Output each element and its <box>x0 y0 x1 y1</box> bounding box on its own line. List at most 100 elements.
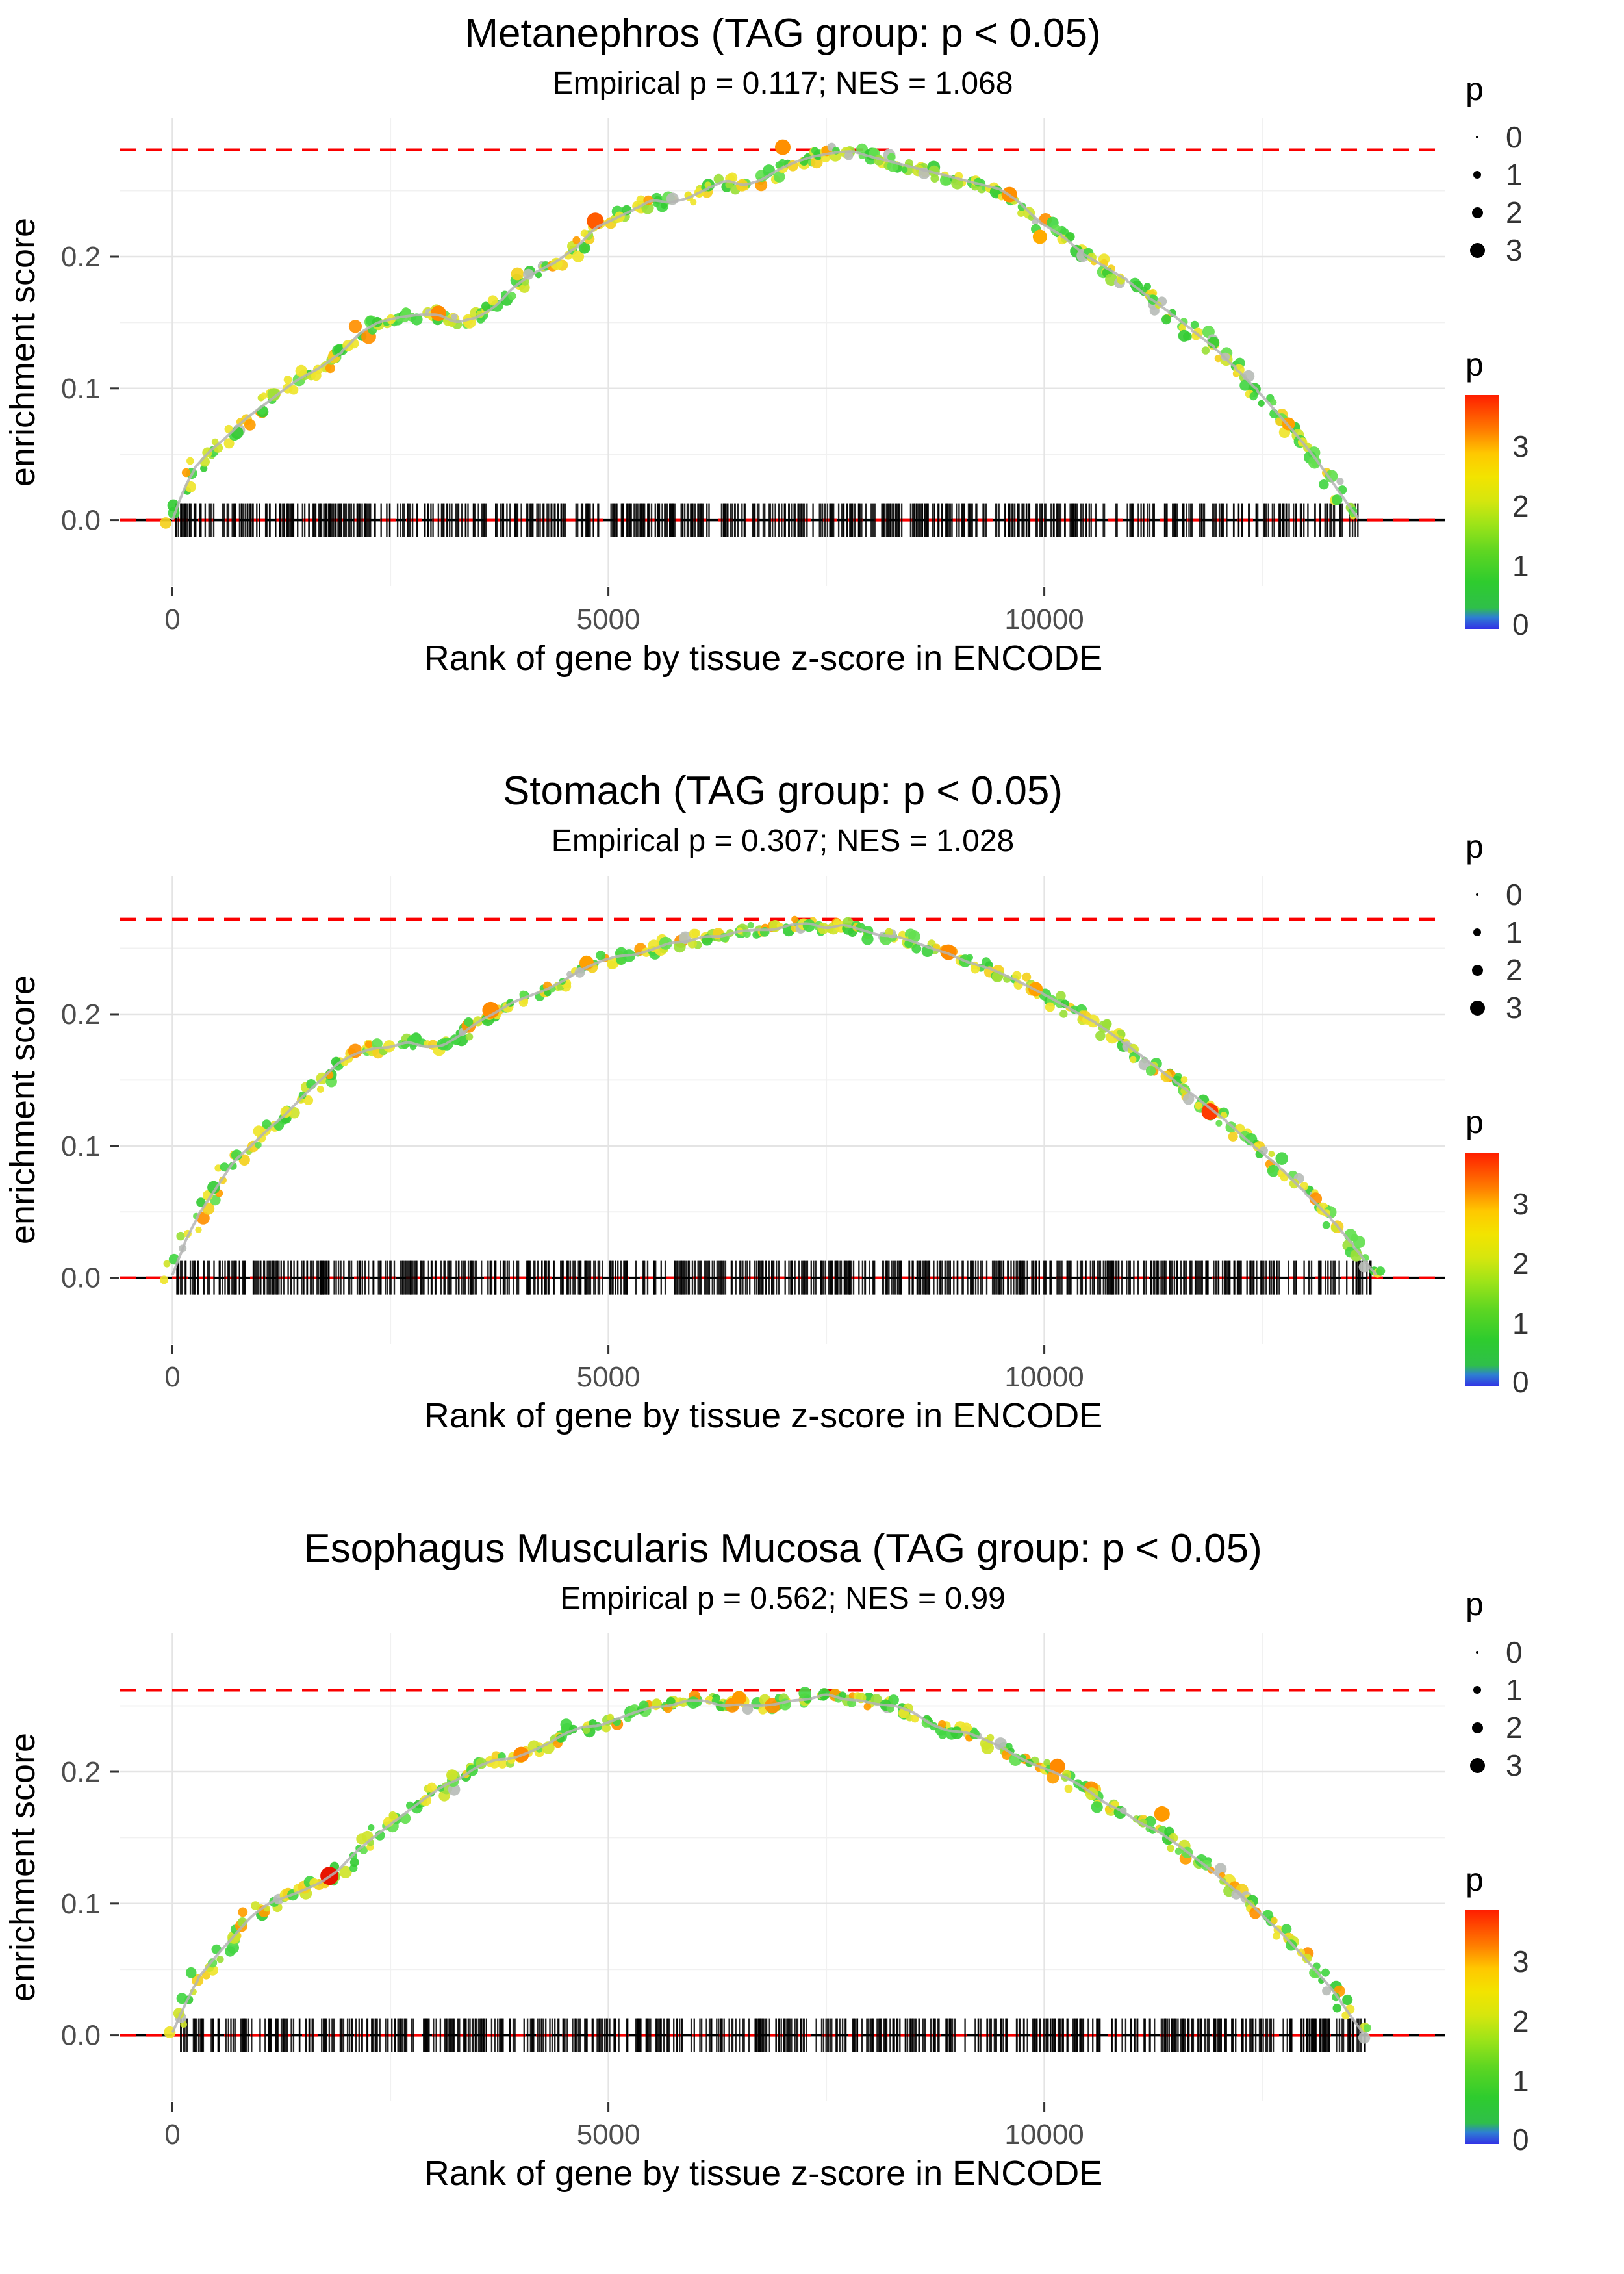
size-key-slot <box>1465 1754 1489 1777</box>
size-key-slot <box>1465 1716 1489 1739</box>
size-key-slot <box>1465 238 1489 262</box>
size-dot-icon <box>1469 1000 1485 1016</box>
size-legend-item: 2 <box>1465 951 1624 989</box>
size-legend-label: 3 <box>1506 1748 1523 1782</box>
size-legend: p 0 1 2 3 <box>1465 828 1624 1027</box>
svg-text:0.0: 0.0 <box>61 2020 101 2052</box>
plot-panel: 0 5000 10000 0.0 0.1 0.2 <box>61 876 1445 1393</box>
size-key-slot <box>1465 163 1489 186</box>
size-legend-title: p <box>1465 71 1484 107</box>
size-legend: p 0 1 2 3 <box>1465 1585 1624 1784</box>
colorbar-tick-label: 2 <box>1512 2004 1529 2038</box>
x-axis-title: Rank of gene by tissue z-score in ENCODE <box>424 639 1103 678</box>
chart-subtitle: Empirical p = 0.562; NES = 0.99 <box>560 1581 1006 1616</box>
colorbar-tick-label: 3 <box>1512 1187 1529 1221</box>
size-legend-item: 0 <box>1465 1633 1624 1671</box>
size-legend-label: 0 <box>1506 1635 1523 1669</box>
svg-text:10000: 10000 <box>1004 2119 1084 2151</box>
size-key-slot <box>1465 921 1489 944</box>
size-legend-label: 1 <box>1506 1673 1523 1707</box>
size-dot-icon <box>1469 242 1485 258</box>
colorbar-gradient <box>1465 1910 1499 2144</box>
size-legend-title: p <box>1465 828 1484 865</box>
size-legend-label: 3 <box>1506 991 1523 1025</box>
size-legend-label: 1 <box>1506 158 1523 192</box>
svg-text:0.2: 0.2 <box>61 1756 101 1788</box>
svg-text:10000: 10000 <box>1004 604 1084 635</box>
svg-text:5000: 5000 <box>577 604 641 635</box>
colorbar-tick-label: 0 <box>1512 2122 1529 2156</box>
y-axis-title: enrichment score <box>0 1627 45 2153</box>
colorbar-gradient <box>1465 395 1499 629</box>
size-legend-item: 0 <box>1465 876 1624 913</box>
colorbar-wrap: 3 2 1 0 <box>1465 395 1624 641</box>
y-axis-title: enrichment score <box>0 112 45 638</box>
size-legend-label: 1 <box>1506 915 1523 949</box>
size-legend-label: 2 <box>1506 1711 1523 1744</box>
plot-row: enrichment score 0 5000 10000 0.0 0.1 0.2 p 0… <box>0 71 1624 641</box>
svg-text:0: 0 <box>164 1361 180 1393</box>
color-legend: p 3 2 1 0 <box>1465 1103 1624 1399</box>
size-legend-label: 3 <box>1506 233 1523 267</box>
color-legend-title: p <box>1465 1861 1484 1898</box>
size-dot-icon <box>1473 928 1481 936</box>
colorbar-tick-label: 0 <box>1512 1364 1529 1399</box>
y-axis-title-text: enrichment score <box>3 975 42 1245</box>
size-dot-icon <box>1471 1722 1483 1733</box>
colorbar-tick-label: 1 <box>1512 548 1529 583</box>
plot-row: enrichment score 0 5000 10000 0.0 0.1 0.2 p 0… <box>0 828 1624 1399</box>
size-legend-item: 1 <box>1465 913 1624 951</box>
svg-text:5000: 5000 <box>577 2119 641 2151</box>
size-key-slot <box>1465 125 1489 149</box>
size-dot-icon <box>1476 1651 1478 1654</box>
size-dot-icon <box>1473 171 1481 179</box>
chart-title: Metanephros (TAG group: p < 0.05) <box>464 11 1101 56</box>
size-dot-icon <box>1471 964 1483 976</box>
svg-text:10000: 10000 <box>1004 1361 1084 1393</box>
size-legend-item: 2 <box>1465 1709 1624 1746</box>
size-legend-item: 3 <box>1465 1746 1624 1784</box>
size-legend-item: 1 <box>1465 1671 1624 1709</box>
size-dot-icon <box>1469 1757 1485 1773</box>
y-axis-title-text: enrichment score <box>3 1732 42 2002</box>
chart-subtitle: Empirical p = 0.307; NES = 1.028 <box>551 824 1015 858</box>
chart-block-esophagus-muscularis-mucosa: Esophagus Muscularis Mucosa (TAG group: … <box>0 1515 1624 2273</box>
plot-row: enrichment score 0 5000 10000 0.0 0.1 0.2 p 0… <box>0 1586 1624 2156</box>
size-dot-icon <box>1473 1686 1481 1694</box>
size-legend-label: 0 <box>1506 878 1523 912</box>
color-legend-title: p <box>1465 346 1484 383</box>
svg-text:0: 0 <box>164 604 180 635</box>
legend-column: p 0 1 2 3 p 3 2 1 0 <box>1449 71 1624 641</box>
chart-block-stomach: Stomach (TAG group: p < 0.05) Empirical … <box>0 758 1624 1515</box>
svg-text:0.1: 0.1 <box>61 1131 101 1162</box>
colorbar-tick-label: 1 <box>1512 2063 1529 2098</box>
color-legend: p 3 2 1 0 <box>1465 346 1624 641</box>
size-legend-item: 0 <box>1465 118 1624 156</box>
colorbar-tick-label: 3 <box>1512 429 1529 464</box>
size-key-slot <box>1465 201 1489 224</box>
chart-title: Esophagus Muscularis Mucosa (TAG group: … <box>303 1526 1262 1571</box>
size-legend-item: 2 <box>1465 194 1624 231</box>
svg-text:0.1: 0.1 <box>61 373 101 405</box>
svg-text:0.0: 0.0 <box>61 505 101 537</box>
chart-block-metanephros: Metanephros (TAG group: p < 0.05) Empiri… <box>0 0 1624 758</box>
size-dot-icon <box>1476 136 1478 138</box>
legend-column: p 0 1 2 3 p 3 2 1 0 <box>1449 828 1624 1399</box>
color-legend: p 3 2 1 0 <box>1465 1861 1624 2156</box>
colorbar-tick-label: 3 <box>1512 1945 1529 1979</box>
y-axis-title-text: enrichment score <box>3 217 42 487</box>
size-legend-item: 3 <box>1465 989 1624 1027</box>
size-legend-item: 3 <box>1465 231 1624 269</box>
size-key-slot <box>1465 1678 1489 1702</box>
colorbar-tick-label: 2 <box>1512 1247 1529 1281</box>
size-key-slot <box>1465 883 1489 906</box>
size-dot-icon <box>1471 207 1483 218</box>
colorbar-gradient <box>1465 1153 1499 1386</box>
color-legend-title: p <box>1465 1104 1484 1140</box>
legend-column: p 0 1 2 3 p 3 2 1 0 <box>1449 1586 1624 2156</box>
size-legend-label: 2 <box>1506 196 1523 229</box>
colorbar-tick-label: 0 <box>1512 607 1529 641</box>
x-axis-title: Rank of gene by tissue z-score in ENCODE <box>424 2154 1103 2193</box>
svg-text:5000: 5000 <box>577 1361 641 1393</box>
y-axis-title: enrichment score <box>0 869 45 1396</box>
